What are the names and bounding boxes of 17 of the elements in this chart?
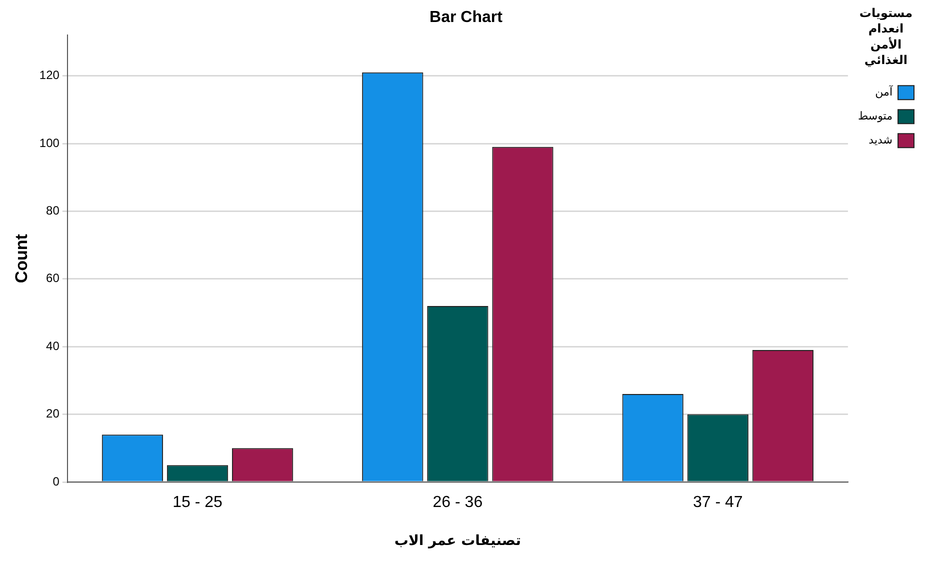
legend-label: متوسط bbox=[858, 109, 893, 122]
y-tick-label: 120 bbox=[39, 68, 60, 82]
legend-label: شديد bbox=[868, 133, 892, 146]
y-tick-label: 60 bbox=[46, 271, 60, 286]
y-tick-label: 80 bbox=[46, 204, 60, 218]
y-axis-title: Count bbox=[12, 234, 31, 284]
legend-title: مستويات انعدام الأمن الغذائي bbox=[859, 6, 913, 67]
x-axis-title: تصنيفات عمر الاب bbox=[394, 533, 521, 550]
x-tick-label: 26 - 36 bbox=[432, 494, 483, 512]
chart-title: Bar Chart bbox=[430, 9, 504, 26]
x-tick-label: 15 - 25 bbox=[172, 494, 223, 512]
y-tick-label: 20 bbox=[46, 406, 60, 421]
legend-label: آمن bbox=[875, 84, 894, 98]
x-tick-label: 37 - 47 bbox=[692, 494, 743, 512]
y-tick-label: 40 bbox=[46, 338, 60, 353]
y-tick-label: 100 bbox=[39, 136, 60, 150]
y-tick-label: 0 bbox=[52, 474, 60, 488]
